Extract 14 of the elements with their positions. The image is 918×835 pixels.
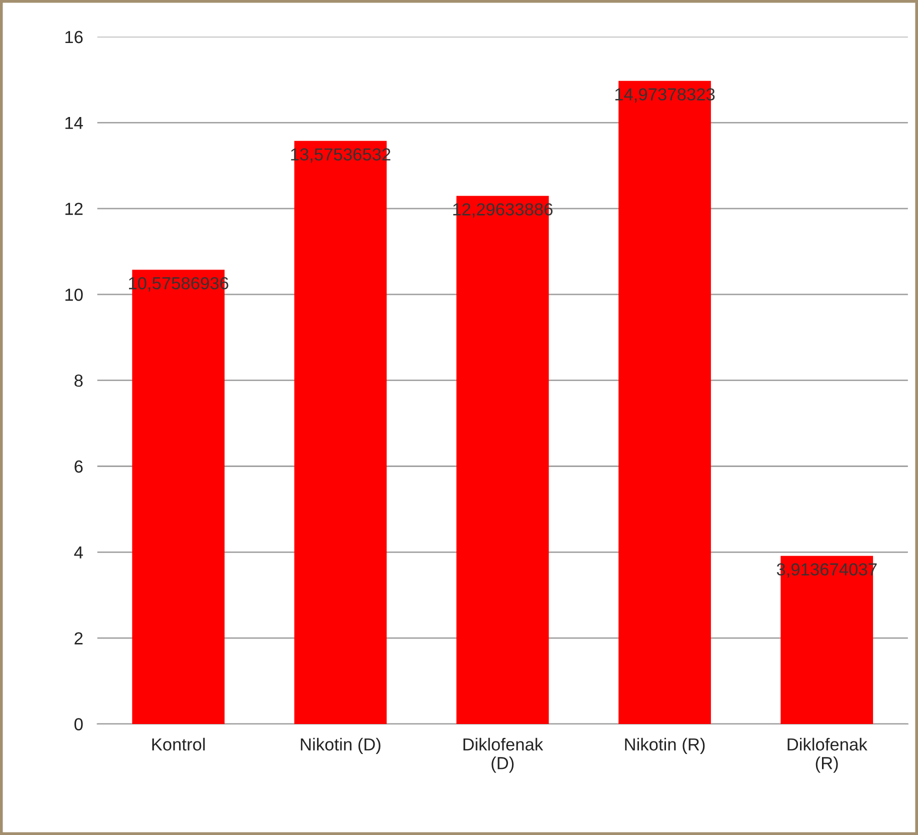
x-tick-label: Diklofenak (D) bbox=[464, 738, 544, 773]
y-tick-label: 4 bbox=[74, 546, 83, 558]
y-tick-label: 8 bbox=[74, 374, 83, 387]
y-tick-label: 14 bbox=[65, 116, 83, 129]
x-tick-label: Nikotin (D) bbox=[300, 738, 380, 754]
x-tick-label: Diklofenak (R) bbox=[788, 738, 868, 773]
x-tick-label: Nikotin (R) bbox=[625, 738, 705, 754]
y-tick-label: 6 bbox=[74, 460, 83, 473]
y-tick-label: 10 bbox=[65, 288, 83, 301]
y-tick-label: 2 bbox=[74, 632, 83, 644]
y-tick-label: 12 bbox=[65, 202, 83, 215]
y-tick-label: 0 bbox=[74, 718, 83, 730]
x-tick-label: Kontrol bbox=[152, 738, 205, 751]
y-tick-label: 16 bbox=[65, 30, 83, 44]
